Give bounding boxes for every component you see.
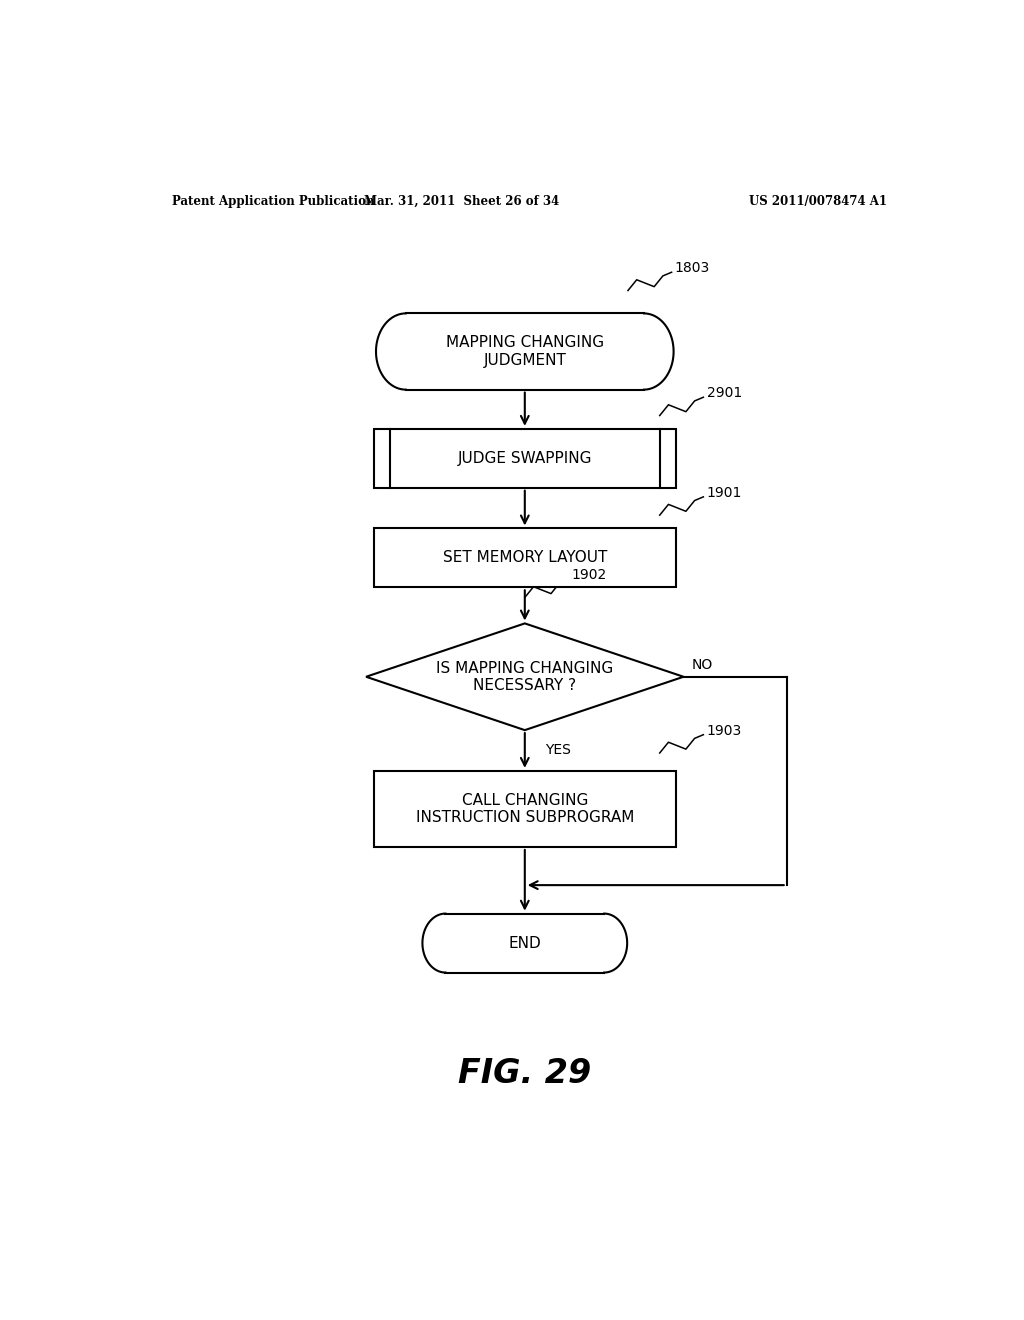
Text: MAPPING CHANGING
JUDGMENT: MAPPING CHANGING JUDGMENT [445, 335, 604, 368]
Text: JUDGE SWAPPING: JUDGE SWAPPING [458, 450, 592, 466]
Polygon shape [367, 623, 684, 730]
Text: SET MEMORY LAYOUT: SET MEMORY LAYOUT [442, 550, 607, 565]
Text: Mar. 31, 2011  Sheet 26 of 34: Mar. 31, 2011 Sheet 26 of 34 [364, 194, 559, 207]
Bar [445, 913, 604, 973]
Ellipse shape [614, 313, 674, 389]
Text: Patent Application Publication: Patent Application Publication [172, 194, 374, 207]
Text: YES: YES [545, 743, 570, 758]
Text: 1903: 1903 [707, 723, 741, 738]
Text: 2901: 2901 [707, 387, 741, 400]
Ellipse shape [423, 913, 468, 973]
Bar [374, 429, 676, 487]
Text: END: END [509, 936, 541, 950]
Text: US 2011/0078474 A1: US 2011/0078474 A1 [750, 194, 888, 207]
Bar [374, 528, 676, 587]
Text: 1902: 1902 [571, 568, 607, 582]
Text: FIG. 29: FIG. 29 [458, 1056, 592, 1090]
Bar [406, 313, 644, 389]
Text: NO: NO [691, 657, 713, 672]
Text: IS MAPPING CHANGING
NECESSARY ?: IS MAPPING CHANGING NECESSARY ? [436, 660, 613, 693]
Text: CALL CHANGING
INSTRUCTION SUBPROGRAM: CALL CHANGING INSTRUCTION SUBPROGRAM [416, 793, 634, 825]
Text: 1803: 1803 [675, 261, 710, 275]
Text: 1901: 1901 [707, 486, 742, 500]
Bar [374, 771, 676, 847]
Ellipse shape [376, 313, 435, 389]
Ellipse shape [582, 913, 627, 973]
